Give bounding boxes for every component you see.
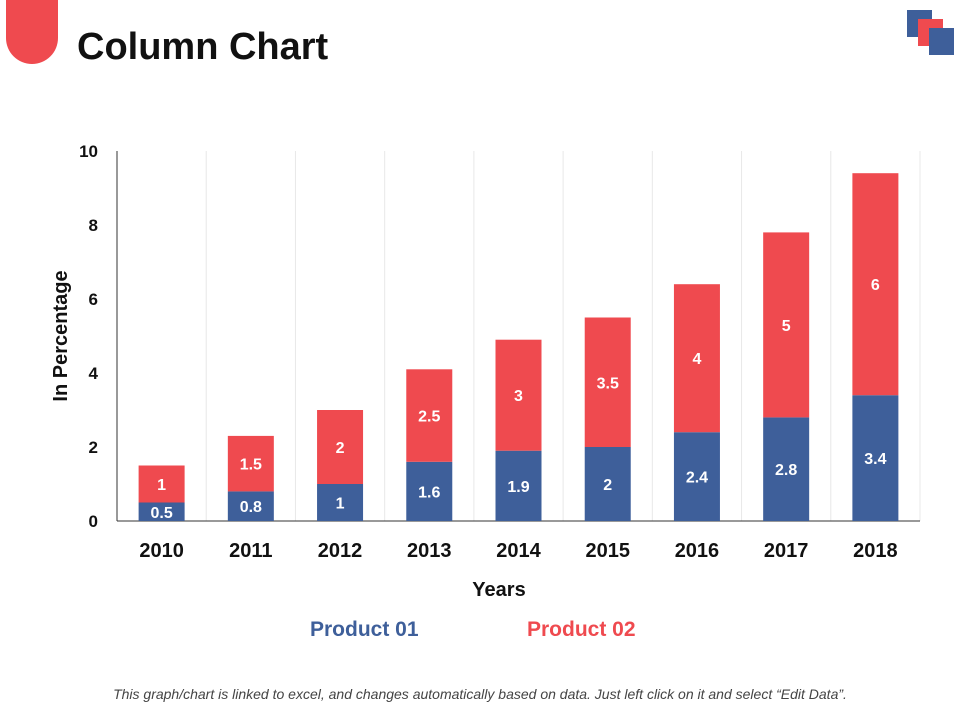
x-tick-label: 2018 [853, 540, 898, 562]
y-tick-label: 4 [89, 364, 99, 383]
bar-product-02 [495, 339, 542, 451]
y-tick-label: 10 [79, 142, 98, 161]
y-tick-label: 6 [89, 290, 98, 309]
bar-product-01 [227, 491, 274, 521]
y-tick-label: 8 [89, 216, 98, 235]
data-label: 3.5 [597, 375, 619, 392]
x-tick-label: 2013 [407, 540, 452, 562]
bar-product-01 [852, 395, 899, 521]
footer-note: This graph/chart is linked to excel, and… [113, 686, 847, 702]
x-tick-label: 2016 [675, 540, 720, 562]
x-tick-label: 2012 [318, 540, 363, 562]
accent-tab [6, 0, 58, 64]
x-tick-label: 2015 [585, 540, 630, 562]
bar-product-02 [763, 232, 810, 418]
bar-product-02 [852, 173, 899, 396]
data-label: 1.9 [507, 479, 529, 496]
data-label: 4 [692, 351, 701, 368]
data-label: 6 [871, 277, 880, 294]
bar-product-02 [406, 369, 453, 462]
x-tick-label: 2010 [139, 540, 184, 562]
data-label: 2.8 [775, 462, 797, 479]
x-tick-label: 2011 [229, 540, 272, 562]
data-label: 0.5 [150, 505, 172, 522]
data-label: 3.4 [864, 451, 886, 468]
bar-product-01 [138, 502, 185, 521]
page-title: Column Chart [77, 26, 329, 68]
logo-square-blue-2 [929, 28, 954, 55]
data-label: 0.8 [240, 499, 262, 516]
data-label: 2.5 [418, 409, 440, 426]
data-label: 2.4 [686, 470, 708, 487]
bar-product-01 [406, 461, 453, 521]
bar-product-02 [673, 284, 720, 433]
bar-product-01 [317, 484, 364, 521]
y-tick-label: 2 [89, 438, 98, 457]
y-axis-label: In Percentage [50, 270, 72, 401]
bar-product-01 [673, 432, 720, 521]
x-tick-label: 2014 [496, 540, 541, 562]
bar-product-02 [317, 410, 364, 484]
x-tick-label: 2017 [764, 540, 809, 562]
data-label: 1.6 [418, 484, 440, 501]
data-label: 1 [336, 496, 345, 513]
data-label: 3 [514, 388, 523, 405]
bar-product-02 [584, 317, 631, 447]
data-label: 2 [336, 440, 345, 457]
x-axis-label: Years [472, 579, 525, 601]
data-label: 1 [157, 477, 166, 494]
y-tick-label: 0 [89, 512, 98, 531]
data-label: 5 [782, 318, 791, 335]
legend-product-02: Product 02 [527, 618, 636, 641]
bar-product-01 [763, 417, 810, 521]
bar-product-01 [495, 450, 542, 521]
data-label: 2 [603, 477, 612, 494]
bar-product-01 [584, 447, 631, 521]
data-label: 1.5 [240, 457, 262, 474]
bar-product-02 [138, 465, 185, 503]
legend-product-01: Product 01 [310, 618, 419, 641]
bar-product-02 [227, 435, 274, 492]
